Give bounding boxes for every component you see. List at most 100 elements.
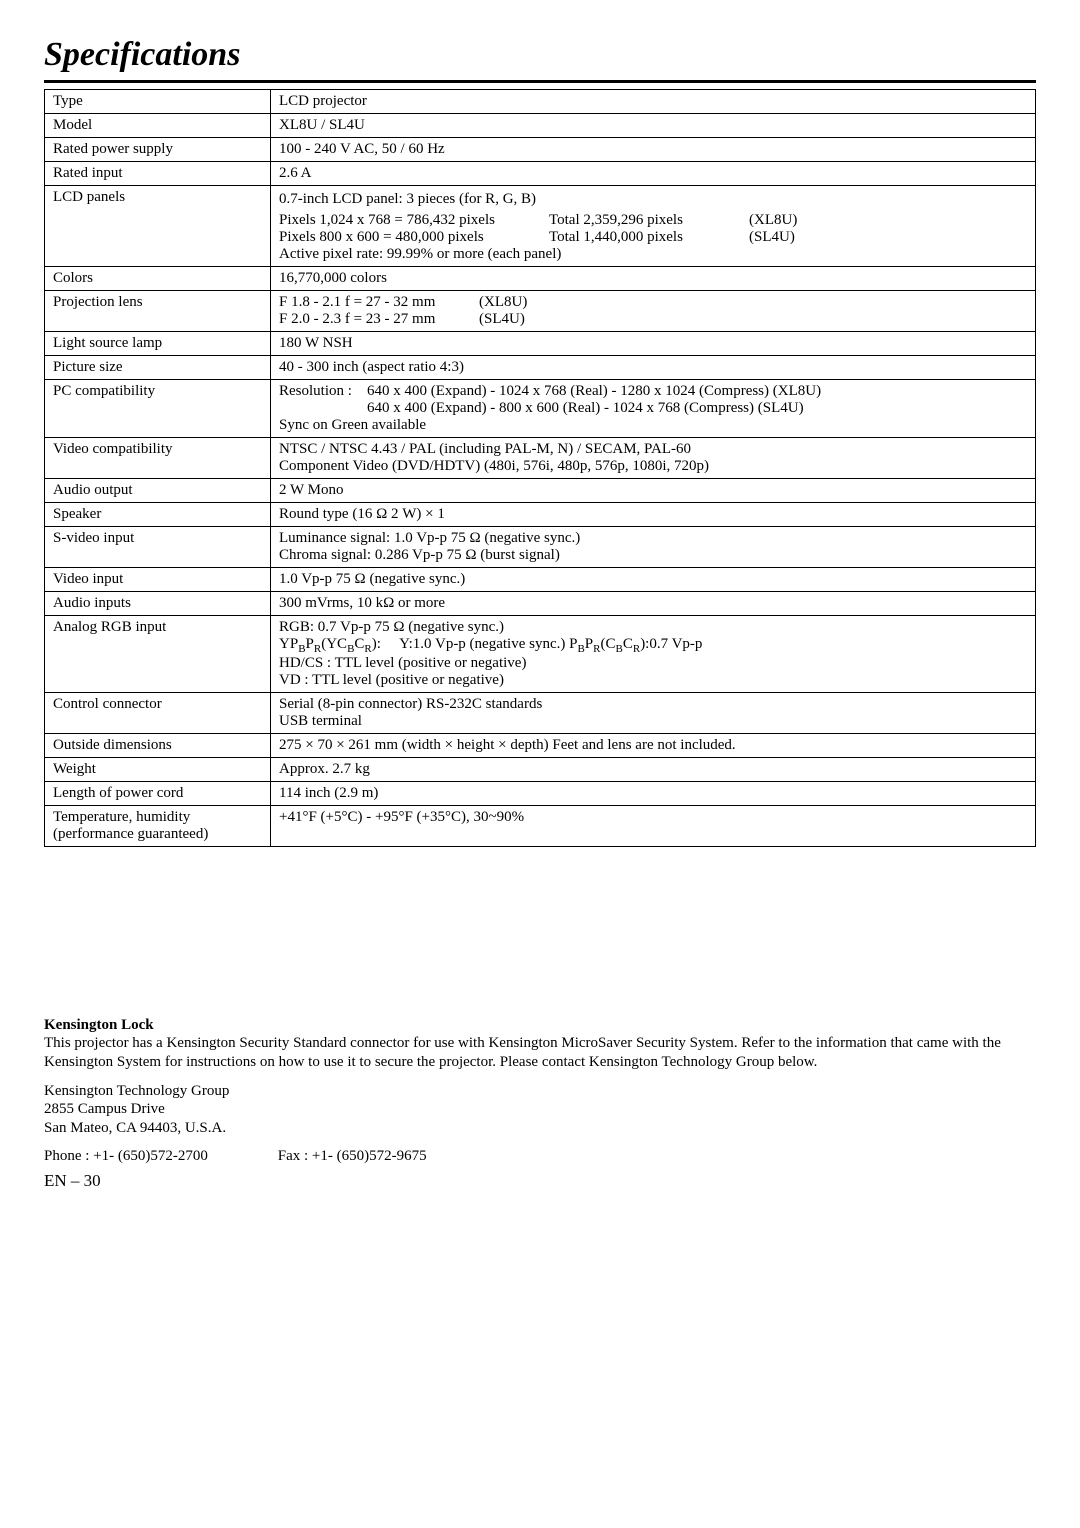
kens-fax: Fax : +1- (650)572-9675	[278, 1148, 427, 1165]
row-label: Rated input	[45, 162, 271, 186]
kens-contact: Phone : +1- (650)572-2700 Fax : +1- (650…	[44, 1148, 1036, 1165]
panel-pixels: Pixels 1,024 x 768 = 786,432 pixels	[279, 212, 549, 229]
temp-label: Temperature, humidity	[53, 809, 262, 826]
row-label: Outside dimensions	[45, 734, 271, 758]
row-label: Audio output	[45, 479, 271, 503]
lens-spec: F 1.8 - 2.1 f = 27 - 32 mm	[279, 294, 479, 311]
panel-total: Total 2,359,296 pixels	[549, 212, 749, 229]
row-value: F 1.8 - 2.1 f = 27 - 32 mm(XL8U) F 2.0 -…	[271, 291, 1036, 332]
panel-model: (XL8U)	[749, 212, 829, 229]
t: R	[364, 643, 371, 655]
row-value: Approx. 2.7 kg	[271, 758, 1036, 782]
lens-model: (XL8U)	[479, 294, 579, 311]
row-label: Picture size	[45, 356, 271, 380]
rgb-line: VD : TTL level (positive or negative)	[279, 672, 1027, 689]
spec-table: TypeLCD projector ModelXL8U / SL4U Rated…	[44, 89, 1036, 847]
row-label: Video compatibility	[45, 438, 271, 479]
row-value: 40 - 300 inch (aspect ratio 4:3)	[271, 356, 1036, 380]
row-value: +41°F (+5°C) - +95°F (+35°C), 30~90%	[271, 806, 1036, 847]
vc-line: Component Video (DVD/HDTV) (480i, 576i, …	[279, 458, 1027, 475]
ctrl-line: USB terminal	[279, 713, 1027, 730]
row-value: 100 - 240 V AC, 50 / 60 Hz	[271, 138, 1036, 162]
rgb-line: YPBPR(YCBCR): Y:1.0 Vp-p (negative sync.…	[279, 636, 1027, 655]
row-label: LCD panels	[45, 186, 271, 267]
lens-line: F 2.0 - 2.3 f = 23 - 27 mm(SL4U)	[279, 311, 1027, 328]
row-value: 16,770,000 colors	[271, 267, 1036, 291]
t: P	[585, 636, 593, 652]
row-label: Light source lamp	[45, 332, 271, 356]
panel-active: Active pixel rate: 99.99% or more (each …	[279, 246, 1027, 263]
t: B	[577, 643, 584, 655]
t: Y:1.0 Vp-p (negative sync.) P	[381, 636, 578, 652]
t: ):	[372, 636, 381, 652]
row-value: Resolution :640 x 400 (Expand) - 1024 x …	[271, 380, 1036, 438]
row-value: Serial (8-pin connector) RS-232C standar…	[271, 693, 1036, 734]
pc-key: Resolution :	[279, 383, 367, 400]
row-value: 2.6 A	[271, 162, 1036, 186]
lens-line: F 1.8 - 2.1 f = 27 - 32 mm(XL8U)	[279, 294, 1027, 311]
rgb-line: RGB: 0.7 Vp-p 75 Ω (negative sync.)	[279, 619, 1027, 636]
title-rule	[44, 80, 1036, 83]
pc-val: 640 x 400 (Expand) - 800 x 600 (Real) - …	[367, 400, 1027, 417]
t: P	[306, 636, 314, 652]
addr-line: Kensington Technology Group	[44, 1083, 229, 1099]
ctrl-line: Serial (8-pin connector) RS-232C standar…	[279, 696, 1027, 713]
kensington-section: Kensington Lock This projector has a Ken…	[44, 1017, 1036, 1165]
row-label: Colors	[45, 267, 271, 291]
row-label: Audio inputs	[45, 592, 271, 616]
kens-body: This projector has a Kensington Security…	[44, 1034, 1036, 1072]
t: ):0.7 Vp-p	[640, 636, 702, 652]
row-label: Projection lens	[45, 291, 271, 332]
row-label: Speaker	[45, 503, 271, 527]
panel-line: Pixels 1,024 x 768 = 786,432 pixels Tota…	[279, 212, 1027, 229]
t: B	[298, 643, 305, 655]
row-label: Rated power supply	[45, 138, 271, 162]
row-label: Temperature, humidity (performance guara…	[45, 806, 271, 847]
row-label: Analog RGB input	[45, 616, 271, 693]
sv-line: Chroma signal: 0.286 Vp-p 75 Ω (burst si…	[279, 547, 1027, 564]
row-value: NTSC / NTSC 4.43 / PAL (including PAL-M,…	[271, 438, 1036, 479]
page-title: Specifications	[44, 36, 1036, 74]
pc-sync: Sync on Green available	[279, 417, 1027, 434]
panel-model: (SL4U)	[749, 229, 829, 246]
addr-line: San Mateo, CA 94403, U.S.A.	[44, 1120, 226, 1136]
t: YP	[279, 636, 298, 652]
row-value: RGB: 0.7 Vp-p 75 Ω (negative sync.) YPBP…	[271, 616, 1036, 693]
t: C	[623, 636, 633, 652]
pc-line: Resolution :640 x 400 (Expand) - 1024 x …	[279, 383, 1027, 400]
row-value: Luminance signal: 1.0 Vp-p 75 Ω (negativ…	[271, 527, 1036, 568]
kens-heading: Kensington Lock	[44, 1017, 1036, 1034]
row-value: 275 × 70 × 261 mm (width × height × dept…	[271, 734, 1036, 758]
panel-pixels: Pixels 800 x 600 = 480,000 pixels	[279, 229, 549, 246]
temp-label2: (performance guaranteed)	[53, 826, 262, 843]
row-label: Control connector	[45, 693, 271, 734]
kens-phone: Phone : +1- (650)572-2700	[44, 1148, 274, 1165]
t: (YC	[321, 636, 347, 652]
panel-intro: 0.7-inch LCD panel: 3 pieces (for R, G, …	[279, 189, 1027, 212]
row-label: PC compatibility	[45, 380, 271, 438]
row-value: Round type (16 Ω 2 W) × 1	[271, 503, 1036, 527]
row-label: Type	[45, 90, 271, 114]
row-value: 300 mVrms, 10 kΩ or more	[271, 592, 1036, 616]
t: B	[615, 643, 622, 655]
panel-total: Total 1,440,000 pixels	[549, 229, 749, 246]
rgb-line: HD/CS : TTL level (positive or negative)	[279, 655, 1027, 672]
row-value: 0.7-inch LCD panel: 3 pieces (for R, G, …	[271, 186, 1036, 267]
row-value: XL8U / SL4U	[271, 114, 1036, 138]
row-value: 2 W Mono	[271, 479, 1036, 503]
pc-line: 640 x 400 (Expand) - 800 x 600 (Real) - …	[279, 400, 1027, 417]
row-label: Length of power cord	[45, 782, 271, 806]
vc-line: NTSC / NTSC 4.43 / PAL (including PAL-M,…	[279, 441, 1027, 458]
sv-line: Luminance signal: 1.0 Vp-p 75 Ω (negativ…	[279, 530, 1027, 547]
panel-line: Pixels 800 x 600 = 480,000 pixels Total …	[279, 229, 1027, 246]
row-label: Weight	[45, 758, 271, 782]
kens-address: Kensington Technology Group 2855 Campus …	[44, 1082, 1036, 1138]
row-label: Video input	[45, 568, 271, 592]
pc-key	[279, 400, 367, 417]
row-value: 1.0 Vp-p 75 Ω (negative sync.)	[271, 568, 1036, 592]
row-value: LCD projector	[271, 90, 1036, 114]
addr-line: 2855 Campus Drive	[44, 1101, 165, 1117]
lens-model: (SL4U)	[479, 311, 579, 328]
row-value: 180 W NSH	[271, 332, 1036, 356]
lens-spec: F 2.0 - 2.3 f = 23 - 27 mm	[279, 311, 479, 328]
